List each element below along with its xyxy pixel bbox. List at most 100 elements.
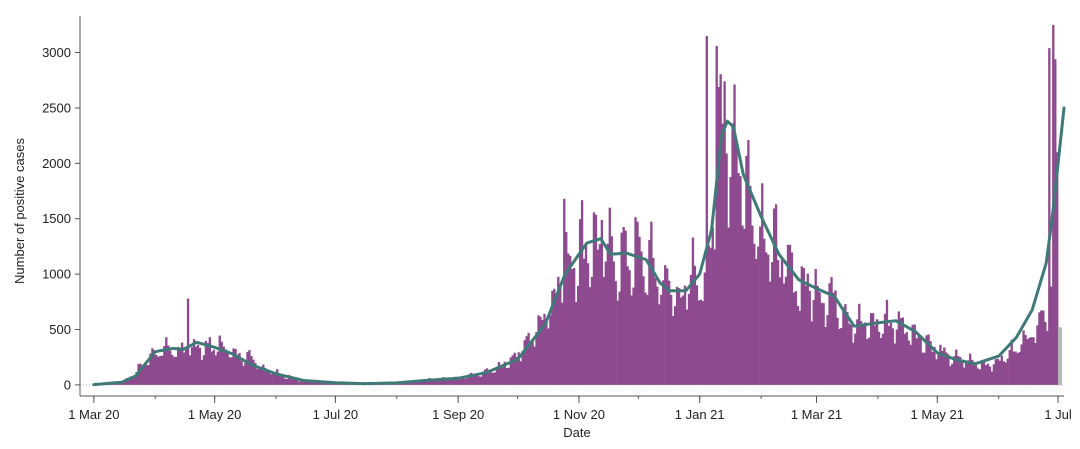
daily-bar xyxy=(204,340,208,385)
daily-bar xyxy=(701,301,705,385)
daily-bar xyxy=(509,357,512,385)
x-tick-label: 1 Sep 20 xyxy=(432,407,484,422)
daily-bar xyxy=(802,268,805,385)
daily-bar xyxy=(949,366,952,385)
daily-bar xyxy=(897,311,901,385)
daily-bar xyxy=(515,356,518,385)
daily-bar xyxy=(232,348,235,385)
daily-bar xyxy=(689,274,693,385)
daily-bar xyxy=(272,373,275,385)
daily-bar xyxy=(535,331,538,385)
daily-bar xyxy=(246,351,249,385)
daily-bar xyxy=(190,347,194,385)
daily-bar xyxy=(236,354,239,385)
daily-bar xyxy=(616,300,619,385)
daily-bar xyxy=(660,294,663,385)
daily-bar xyxy=(1006,358,1009,385)
daily-bar xyxy=(723,81,726,385)
daily-bar xyxy=(327,383,330,385)
daily-bar xyxy=(493,372,497,385)
x-tick-label: 1 Jul 20 xyxy=(313,407,359,422)
daily-bar xyxy=(834,290,837,385)
daily-bar xyxy=(818,292,821,385)
daily-bar xyxy=(976,368,980,385)
daily-bar xyxy=(614,281,617,385)
daily-bar xyxy=(745,155,748,385)
daily-bar xyxy=(675,286,679,385)
daily-bar xyxy=(578,219,582,385)
daily-bar xyxy=(869,313,873,385)
daily-bar xyxy=(481,371,485,385)
daily-bar xyxy=(776,260,780,385)
daily-bar xyxy=(177,347,180,385)
daily-bar xyxy=(668,280,671,385)
daily-bar xyxy=(266,370,269,385)
daily-bar xyxy=(242,365,245,385)
y-axis-title: Number of positive cases xyxy=(12,138,27,284)
daily-bar xyxy=(210,351,213,385)
daily-bar xyxy=(747,140,750,385)
daily-bar xyxy=(935,359,938,385)
daily-bar xyxy=(717,87,720,385)
daily-bar xyxy=(517,352,520,385)
daily-bar xyxy=(117,383,120,385)
daily-bar xyxy=(941,351,944,385)
daily-bar xyxy=(759,226,762,385)
daily-bar xyxy=(557,276,560,385)
daily-bar xyxy=(1050,286,1053,385)
daily-bar xyxy=(729,177,732,385)
daily-bar xyxy=(495,366,499,385)
daily-bar xyxy=(175,356,178,385)
daily-bar xyxy=(913,324,916,385)
daily-bar xyxy=(507,367,510,385)
daily-bar xyxy=(883,313,887,385)
daily-bar xyxy=(472,374,475,385)
daily-bar xyxy=(664,265,667,385)
daily-bar xyxy=(996,358,1000,385)
daily-bar xyxy=(131,377,134,385)
daily-bar xyxy=(903,333,906,385)
daily-bar xyxy=(901,317,904,385)
daily-bar xyxy=(866,339,869,385)
daily-bar xyxy=(739,176,742,385)
daily-bar xyxy=(571,269,574,385)
daily-bar xyxy=(974,365,978,385)
daily-bar xyxy=(559,287,562,385)
daily-bar xyxy=(460,376,463,385)
y-tick-label: 2000 xyxy=(42,156,71,171)
daily-bar xyxy=(135,372,138,385)
daily-bar xyxy=(767,254,770,385)
daily-bar xyxy=(790,252,794,385)
daily-bar xyxy=(840,327,843,385)
daily-bar xyxy=(293,378,297,385)
daily-bar xyxy=(909,344,912,385)
daily-bar xyxy=(816,285,819,385)
daily-bar xyxy=(737,173,740,385)
daily-bar xyxy=(685,309,689,385)
daily-bar xyxy=(1020,344,1023,385)
daily-bar xyxy=(491,372,495,385)
daily-bar xyxy=(440,378,443,385)
daily-bar xyxy=(216,351,219,385)
daily-bar xyxy=(527,332,530,385)
daily-bar xyxy=(208,337,212,385)
daily-bar xyxy=(408,382,411,385)
daily-bar xyxy=(572,268,576,385)
daily-bar xyxy=(533,346,536,385)
daily-bar xyxy=(638,236,641,385)
daily-bar xyxy=(226,352,229,385)
daily-bar xyxy=(268,371,271,385)
daily-bar xyxy=(931,351,934,385)
x-tick-label: 1 Nov 20 xyxy=(553,407,605,422)
daily-bar xyxy=(147,365,150,385)
daily-bar xyxy=(881,333,885,385)
daily-bar xyxy=(279,375,283,385)
x-axis: 1 Mar 20 1 May 20 1 Jul 20 1 Sep 20 1 Nov 20… xyxy=(68,395,1072,422)
daily-bar xyxy=(794,291,798,385)
daily-bar xyxy=(992,364,996,385)
daily-bar xyxy=(285,378,289,385)
daily-bar xyxy=(479,376,483,385)
daily-bar xyxy=(725,153,728,385)
daily-bar xyxy=(1028,337,1031,385)
daily-bar xyxy=(206,343,210,385)
